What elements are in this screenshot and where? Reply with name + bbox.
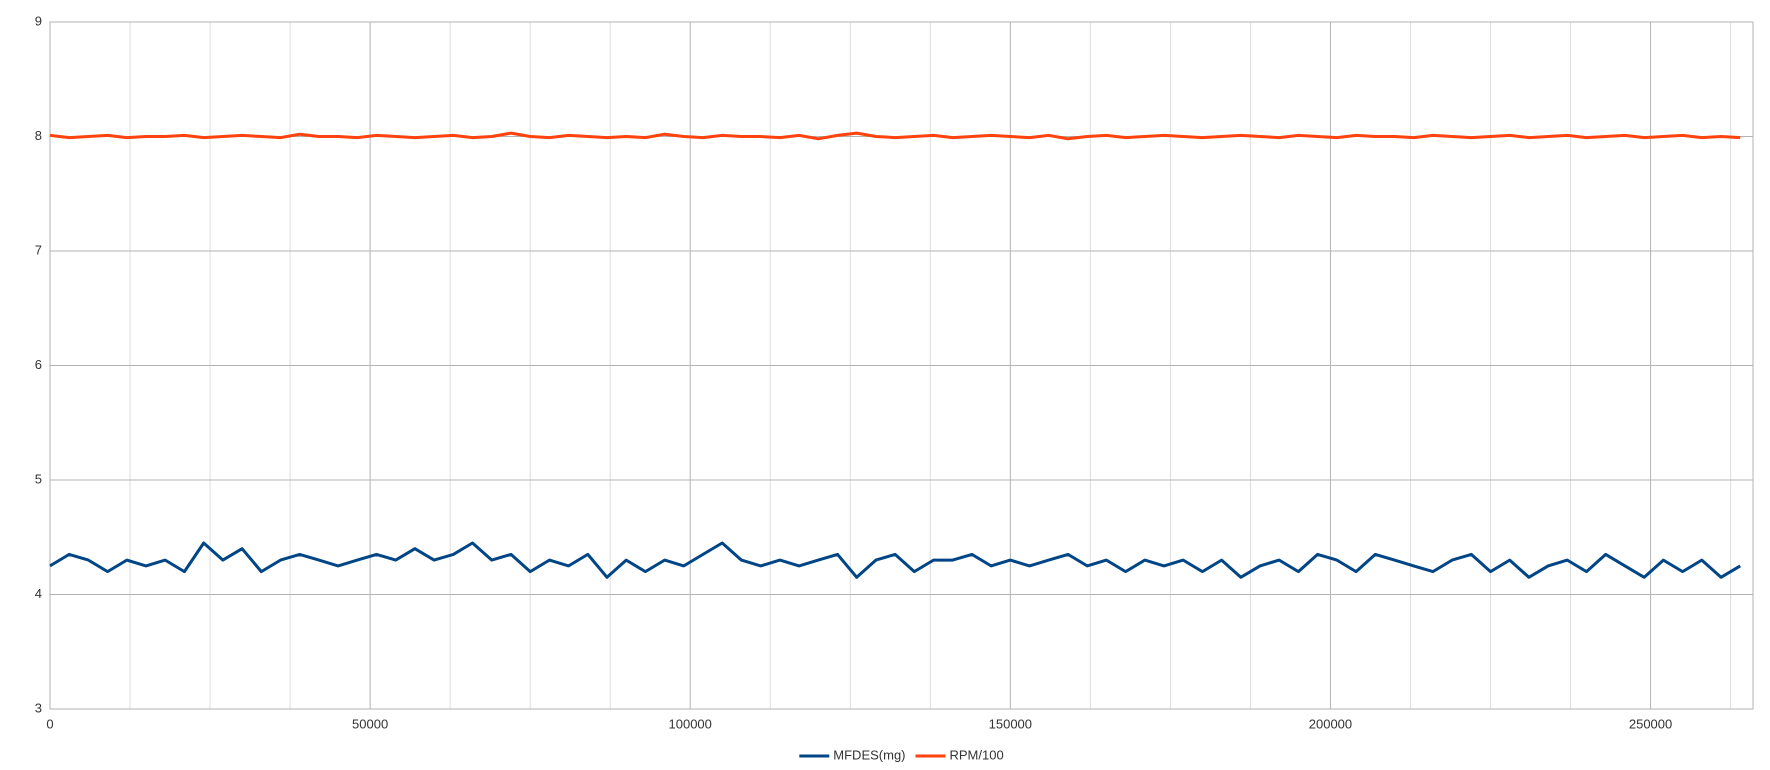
x-tick-label: 150000	[989, 716, 1032, 731]
legend-label: MFDES(mg)	[833, 747, 905, 762]
series-line	[49, 131, 1741, 141]
y-tick-label: 7	[35, 242, 42, 257]
plot-frame	[49, 21, 1754, 710]
legend-label: RPM/100	[950, 747, 1004, 762]
y-tick-label: 8	[35, 128, 42, 143]
x-tick-label: 0	[46, 716, 53, 731]
series-line	[49, 541, 1741, 579]
x-tick-label: 250000	[1629, 716, 1672, 731]
y-tick-label: 4	[35, 586, 42, 601]
x-tick-label: 200000	[1309, 716, 1352, 731]
y-tick-label: 9	[35, 13, 42, 28]
y-tick-label: 6	[35, 357, 42, 372]
x-tick-label: 50000	[352, 716, 388, 731]
y-tick-label: 5	[35, 471, 42, 486]
y-tick-label: 3	[35, 700, 42, 715]
x-tick-label: 100000	[669, 716, 712, 731]
